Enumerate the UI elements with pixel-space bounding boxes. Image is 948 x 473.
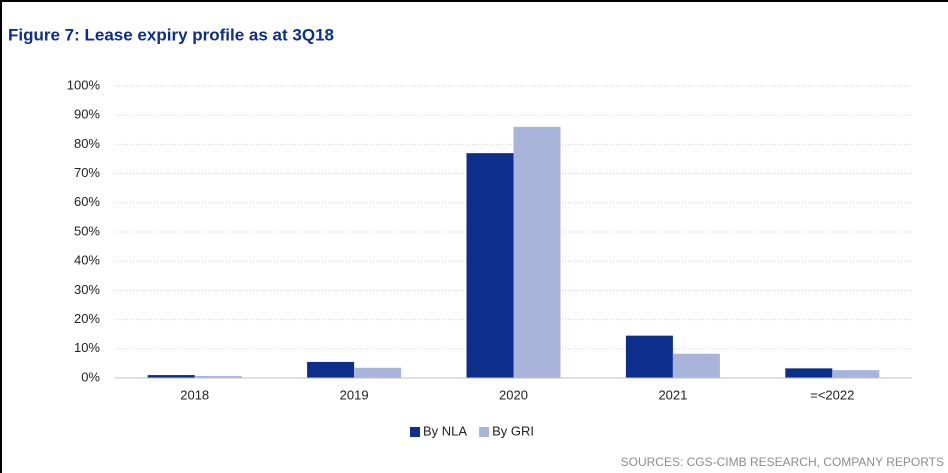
legend-label: By GRI bbox=[492, 423, 534, 438]
y-tick-label: 40% bbox=[74, 253, 100, 268]
x-tick-label: 2019 bbox=[340, 387, 369, 402]
y-tick-label: 20% bbox=[74, 311, 100, 326]
y-tick-label: 30% bbox=[74, 282, 100, 297]
bar bbox=[194, 375, 242, 378]
y-tick-label: 90% bbox=[74, 107, 100, 122]
bar bbox=[672, 353, 720, 378]
y-tick-label: 0% bbox=[81, 369, 100, 384]
y-tick-label: 70% bbox=[74, 165, 100, 180]
bar bbox=[307, 361, 355, 378]
bar bbox=[513, 126, 561, 378]
y-tick-label: 60% bbox=[74, 194, 100, 209]
chart-title: Figure 7: Lease expiry profile as at 3Q1… bbox=[8, 25, 334, 44]
bar bbox=[466, 153, 514, 378]
x-tick-label: 2020 bbox=[499, 387, 528, 402]
x-tick-label: 2018 bbox=[180, 387, 209, 402]
bar bbox=[354, 367, 402, 378]
source: SOURCES: CGS-CIMB RESEARCH, COMPANY REPO… bbox=[621, 455, 944, 469]
y-tick-label: 10% bbox=[74, 340, 100, 355]
y-tick-label: 80% bbox=[74, 136, 100, 151]
y-tick-label: 50% bbox=[74, 223, 100, 238]
bar bbox=[785, 368, 833, 378]
bar bbox=[625, 335, 673, 378]
x-tick-label: 2021 bbox=[658, 387, 687, 402]
legend-swatch bbox=[410, 427, 420, 437]
bar bbox=[832, 370, 880, 378]
legend-swatch bbox=[479, 427, 490, 437]
x-tick-label: =<2022 bbox=[810, 387, 854, 402]
y-tick-label: 100% bbox=[67, 77, 101, 92]
bar bbox=[147, 375, 195, 378]
legend-label: By NLA bbox=[423, 423, 467, 438]
